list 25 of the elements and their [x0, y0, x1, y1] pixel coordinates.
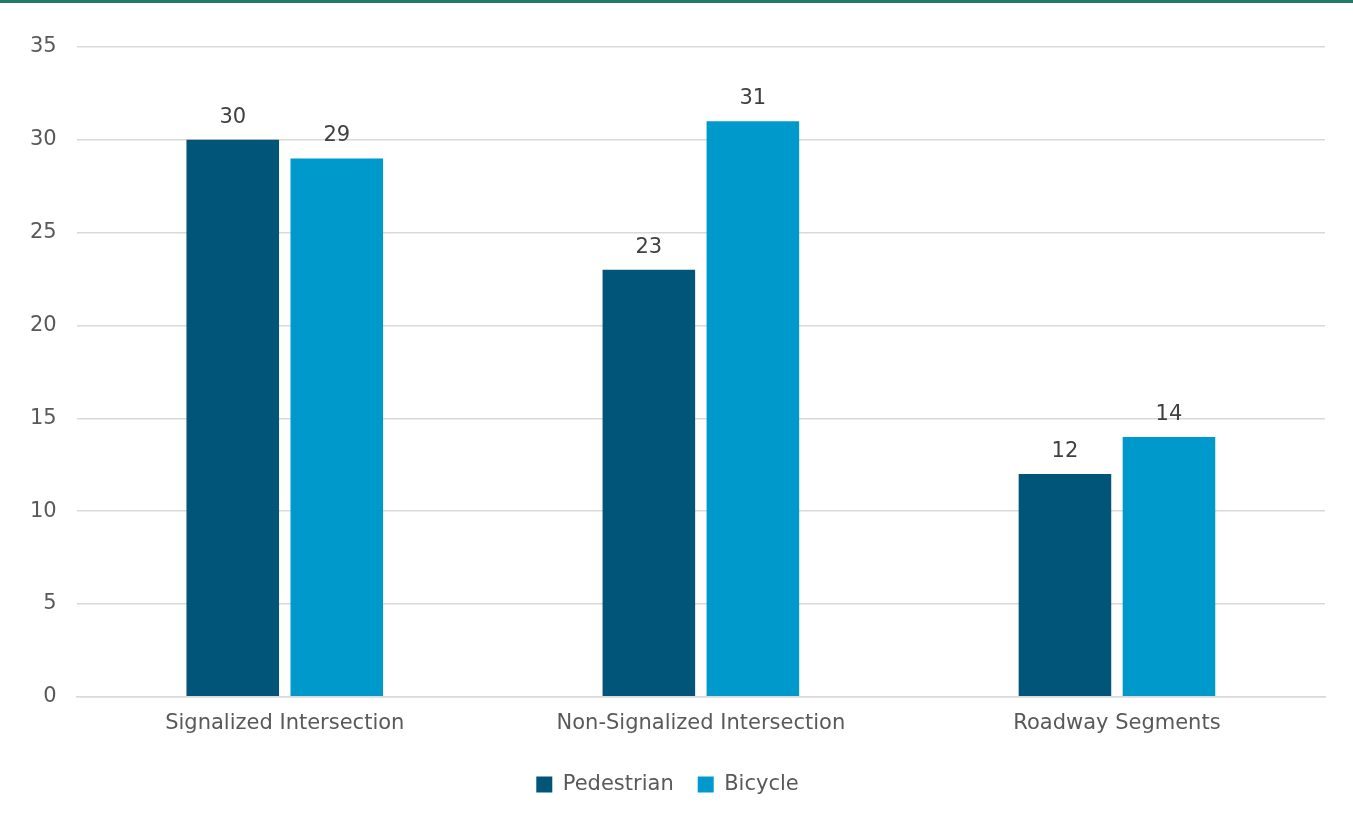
- y-tick-label: 15: [29, 404, 57, 429]
- data-label: 12: [1051, 437, 1079, 462]
- data-label: 30: [219, 103, 247, 128]
- x-tick-label: Signalized Intersection: [165, 709, 405, 734]
- legend-label: Bicycle: [724, 770, 799, 795]
- y-tick-label: 35: [29, 33, 57, 58]
- y-tick-label: 0: [43, 683, 57, 708]
- legend-label: Pedestrian: [562, 770, 674, 795]
- x-tick-label: Roadway Segments: [1013, 709, 1221, 734]
- bar: [602, 269, 696, 697]
- bar: [290, 158, 384, 697]
- y-tick-label: 25: [29, 219, 57, 244]
- bar: [1018, 474, 1112, 697]
- bar: [1122, 436, 1216, 697]
- data-label: 14: [1155, 400, 1183, 425]
- y-tick-label: 5: [43, 590, 57, 615]
- data-label: 31: [739, 85, 767, 110]
- bar: [706, 121, 800, 697]
- bar: [186, 139, 280, 697]
- data-label: 29: [323, 122, 351, 147]
- x-tick-label: Non-Signalized Intersection: [556, 709, 846, 734]
- y-tick-label: 20: [29, 311, 57, 336]
- y-tick-label: 10: [29, 497, 57, 522]
- y-tick-label: 30: [29, 126, 57, 151]
- data-label: 23: [635, 233, 663, 258]
